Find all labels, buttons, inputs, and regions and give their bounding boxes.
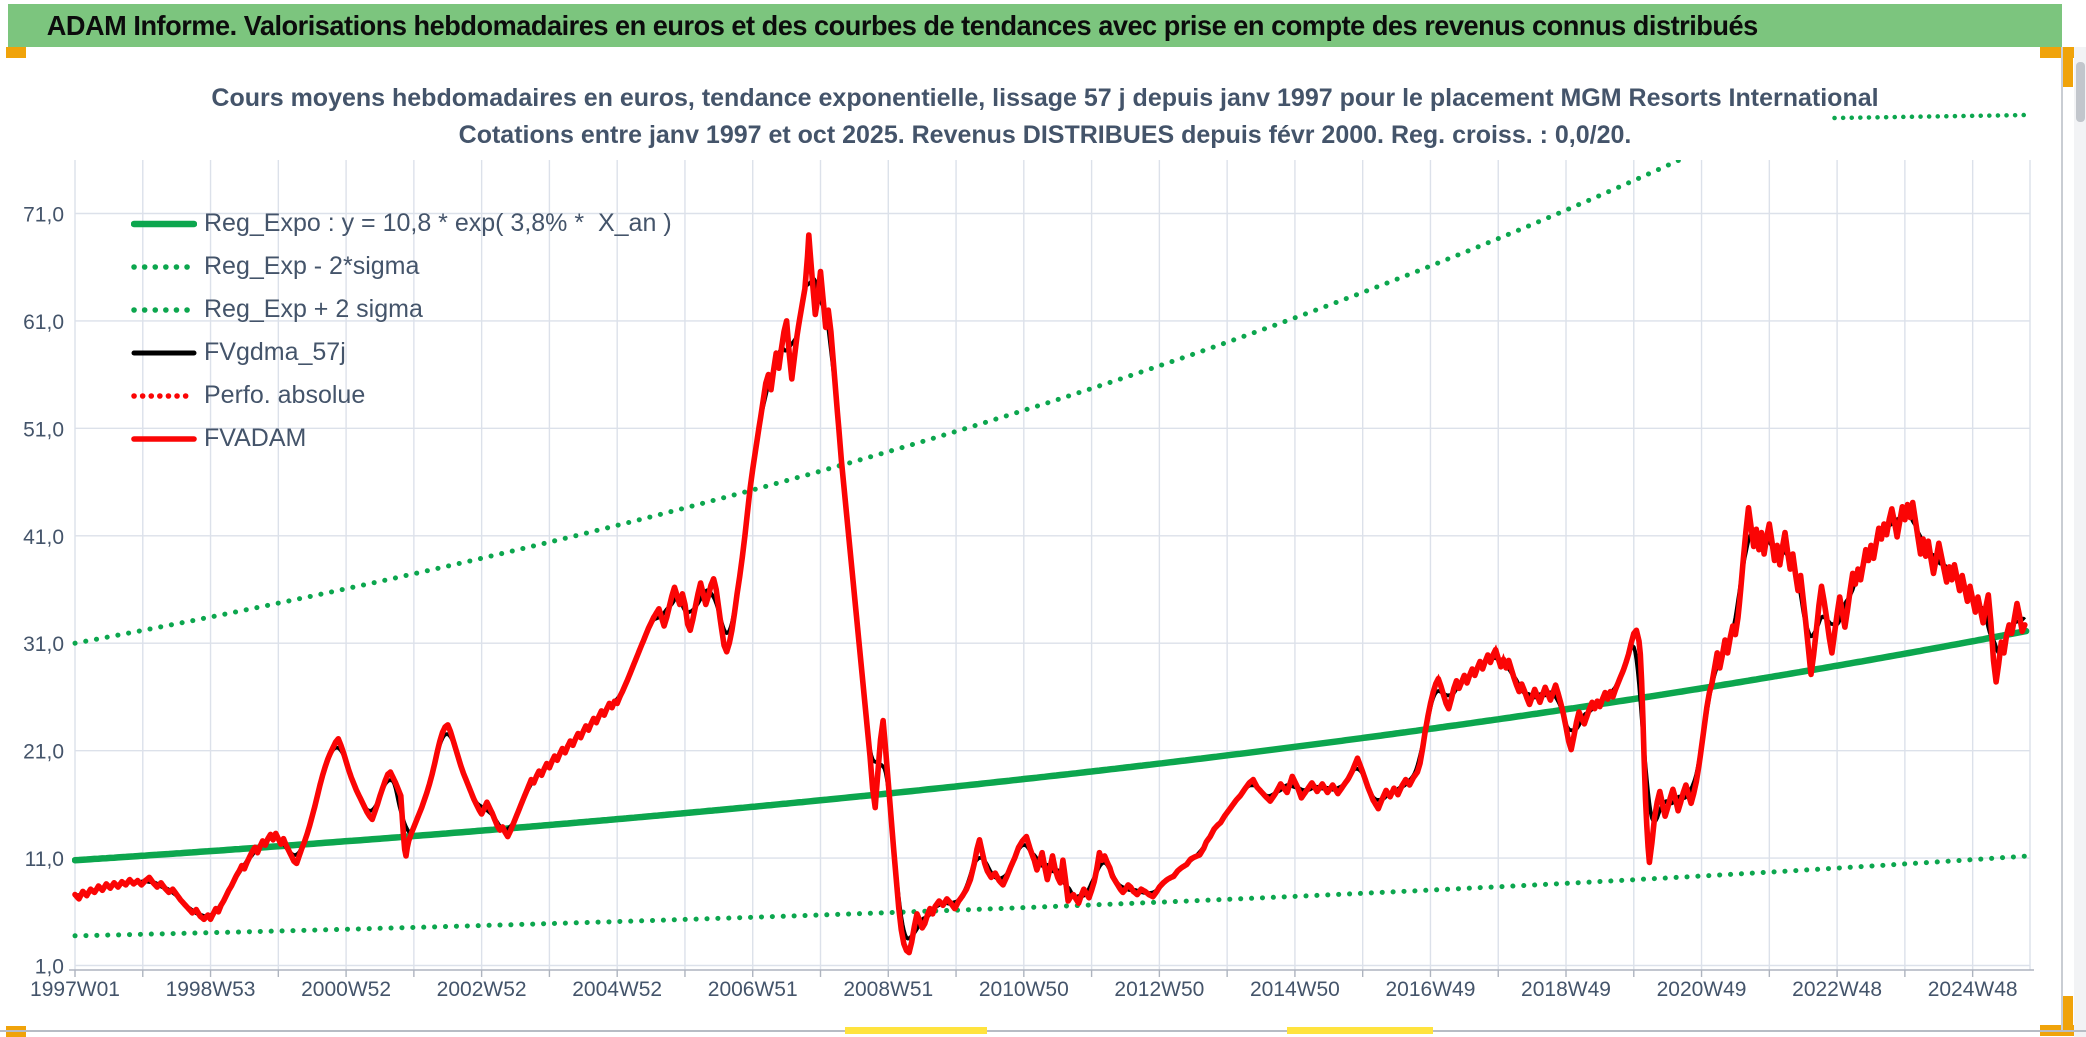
x-axis-labels: 1997W01 1998W53 2000W52 2002W52 2004W52 2006W… (30, 978, 2018, 1001)
x-tick-label: 2020W49 (1657, 978, 1747, 1001)
y-tick-label: 41,0 (23, 526, 64, 549)
bottom-highlight-segment-2 (1287, 1027, 1433, 1034)
legend-marker-dotted-red (131, 392, 197, 399)
window-right-border (2061, 47, 2063, 1032)
legend-item-2[interactable]: Reg_Exp + 2 sigma (131, 288, 672, 331)
x-tick-label: 2016W49 (1386, 978, 1476, 1001)
fvadam-line (72, 232, 2028, 956)
x-tick-label: 1997W01 (30, 978, 120, 1001)
header-title: ADAM Informe. Valorisations hebdomadaire… (46, 9, 1758, 41)
legend-item-0[interactable]: Reg_Expo : y = 10,8 * exp( 3,8% * X_an ) (131, 202, 672, 245)
legend-marker-solid-black (131, 350, 197, 355)
x-tick-label: 2012W50 (1114, 978, 1204, 1001)
marquee-corner-top-right-h (2040, 47, 2076, 58)
legend-label: FVgdma_57j (204, 338, 346, 366)
legend-item-5[interactable]: FVADAM (131, 417, 672, 460)
legend-marker-dotted-green (131, 263, 197, 270)
legend-label: FVADAM (204, 424, 307, 452)
reg-exp-minus-2sigma-line (72, 853, 2029, 939)
y-axis-labels: 1,0 11,0 21,0 31,0 41,0 51,0 61,0 71,0 (23, 203, 64, 978)
x-tick-label: 1998W53 (166, 978, 256, 1001)
window-bottom-border (0, 1030, 2086, 1032)
chart-series (72, 160, 2030, 957)
vertical-scrollbar-track[interactable] (2074, 47, 2086, 1037)
chart-title-line2: Cotations entre janv 1997 et oct 2025. R… (458, 121, 1632, 149)
vertical-scrollbar-thumb[interactable] (2076, 62, 2085, 122)
legend-marker-dotted-green (131, 306, 197, 313)
legend-label: Perfo. absolue (204, 381, 366, 409)
marquee-corner-bottom-right-v (2062, 996, 2073, 1036)
y-tick-label: 31,0 (23, 633, 64, 656)
legend-item-1[interactable]: Reg_Exp - 2*sigma (131, 245, 672, 288)
header-bar: ADAM Informe. Valorisations hebdomadaire… (8, 4, 2062, 47)
x-tick-label: 2008W51 (843, 978, 933, 1001)
x-axis (69, 969, 2034, 977)
chart-title-line1: Cours moyens hebdomadaires en euros, ten… (211, 84, 1879, 112)
legend-item-4[interactable]: Perfo. absolue (131, 374, 672, 417)
y-tick-label: 71,0 (23, 203, 64, 226)
marquee-corner-top-left (6, 47, 26, 58)
y-tick-label: 11,0 (25, 848, 64, 871)
legend-label: Reg_Exp - 2*sigma (204, 252, 420, 280)
y-tick-label: 51,0 (23, 418, 64, 441)
bottom-highlight-segment-1 (845, 1027, 987, 1034)
y-tick-label: 1,0 (35, 956, 64, 979)
y-tick-label: 21,0 (23, 741, 64, 764)
marquee-corner-top-right-v (2062, 47, 2073, 87)
legend-label: Reg_Exp + 2 sigma (204, 295, 423, 323)
x-tick-label: 2024W48 (1928, 978, 2018, 1001)
legend-item-3[interactable]: FVgdma_57j (131, 331, 672, 374)
reg-expo-line (72, 627, 2030, 864)
chart-title: Cours moyens hebdomadaires en euros, ten… (120, 80, 1970, 154)
x-tick-label: 2010W50 (979, 978, 1069, 1001)
x-tick-label: 2006W51 (708, 978, 798, 1001)
x-tick-label: 2004W52 (572, 978, 662, 1001)
x-tick-label: 2018W49 (1521, 978, 1611, 1001)
y-tick-label: 61,0 (23, 311, 64, 334)
x-tick-label: 2002W52 (437, 978, 527, 1001)
reg-exp-plus-2sigma-overflow-dots (1832, 112, 2030, 121)
x-tick-label: 2000W52 (301, 978, 391, 1001)
legend-label: Reg_Expo : y = 10,8 * exp( 3,8% * X_an ) (204, 209, 672, 237)
x-tick-label: 2014W50 (1250, 978, 1340, 1001)
legend-marker-solid-green (131, 220, 197, 227)
legend-marker-solid-red (131, 435, 197, 442)
x-tick-label: 2022W48 (1792, 978, 1882, 1001)
chart-legend: Reg_Expo : y = 10,8 * exp( 3,8% * X_an )… (131, 202, 672, 460)
